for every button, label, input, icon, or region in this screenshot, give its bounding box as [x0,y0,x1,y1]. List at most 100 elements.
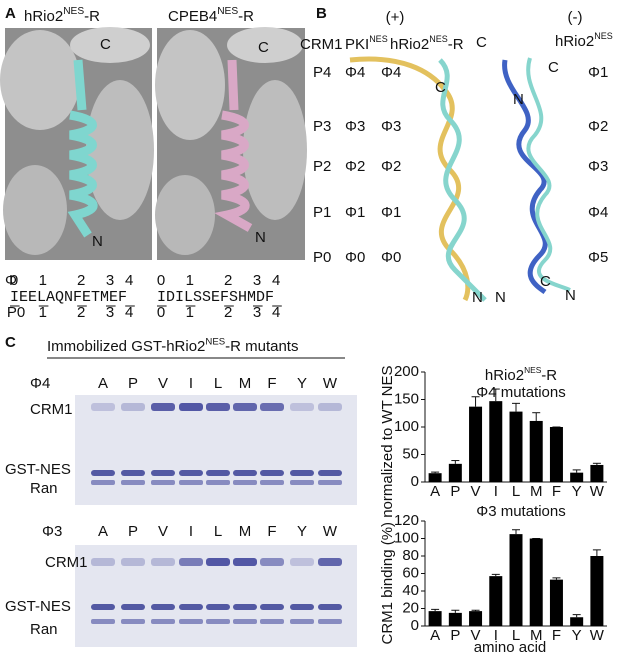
gel-band [233,604,257,610]
label: C [548,59,559,76]
gel-band [290,470,314,476]
x-tick-label: W [590,483,605,500]
gel-band [260,470,284,476]
bar [469,611,483,626]
label: 1 [39,304,47,321]
gel-band [121,470,145,476]
x-tick-label: Y [572,627,582,644]
y-tick-label: 60 [402,564,419,581]
label: P [128,375,138,392]
label: GST-NES [5,598,71,615]
y-tick-label: 100 [394,418,419,435]
gel-band [233,480,257,485]
label: Φ3 [345,118,365,135]
label: Φ [5,272,17,289]
gel-band [151,619,175,624]
label: hRio2NES [555,31,613,50]
gel-band [290,604,314,610]
bar [570,472,584,482]
bar [549,427,563,482]
bar [549,579,563,626]
gel-band [233,619,257,624]
gel-band [121,619,145,624]
gel-band [260,403,284,411]
label: P3 [313,118,331,135]
gel-band [179,403,203,411]
gel-band [121,480,145,485]
label: N [513,91,524,108]
label: PKINES [345,34,388,53]
text-part: hRio2 [390,36,429,53]
x-tick-label: F [552,483,561,500]
gel-band [91,403,115,411]
x-tick-label: F [552,627,561,644]
label: I [189,523,193,540]
bar [590,556,604,626]
label: 2 [77,272,85,289]
label: N [472,289,483,306]
surface-blob [227,27,303,63]
text-part: -R [84,8,100,25]
superscript: NES [429,34,448,44]
label: 3 [253,272,261,289]
label: C [258,39,269,56]
label: V [158,523,168,540]
label: hRio2NES-R [390,34,464,53]
surface-blob [0,30,80,130]
x-tick-label: L [512,483,520,500]
gel-image [75,395,357,505]
gel-band [179,470,203,476]
label: 0 [157,304,165,321]
label: Φ4 [588,204,608,221]
superscript: NES [524,365,542,375]
label: C [540,273,551,290]
label: CRM1 [30,401,73,418]
label: Y [297,523,307,540]
gel-band [318,403,342,411]
label: Φ3 [588,158,608,175]
label: F [267,523,276,540]
label: (+) [386,9,405,26]
superscript: NES [594,31,613,41]
surface-blob [3,165,67,255]
label: Φ2 [588,118,608,135]
label: 2 [224,304,232,321]
label: Φ0 [381,249,401,266]
gel-band [233,558,257,566]
bar [428,611,442,626]
helix [67,59,98,238]
gel-band [206,480,230,485]
x-tick-label: I [494,627,498,644]
label: B [316,5,327,22]
y-tick-label: 0 [411,473,419,490]
gel-band [233,470,257,476]
label: I [189,375,193,392]
gel-band [206,403,230,411]
label: Φ1 [381,204,401,221]
x-tick-label: A [430,483,440,500]
label: A [5,5,16,22]
label: CRM1 [300,36,343,53]
label: Ran [30,480,58,497]
label: 4 [125,304,133,321]
surface-blob [243,80,307,220]
label: hRio2NES-R [485,365,557,384]
label: N [255,229,266,246]
x-tick-label: Y [572,483,582,500]
x-tick-label: M [530,627,543,644]
label: 3 [253,304,261,321]
gel-band [91,604,115,610]
gel-band [206,470,230,476]
gel-band [91,619,115,624]
chart-subtitle: Φ3 mutations [476,503,566,520]
label: Y [297,375,307,392]
label: Φ1 [345,204,365,221]
superscript: NES [63,6,84,17]
y-tick-label: 50 [402,445,419,462]
bar [489,576,503,626]
y-tick-label: 100 [394,529,419,546]
label: Φ3 [381,118,401,135]
x-tick-label: L [512,627,520,644]
gel-band [121,403,145,411]
y-tick-label: 80 [402,547,419,564]
